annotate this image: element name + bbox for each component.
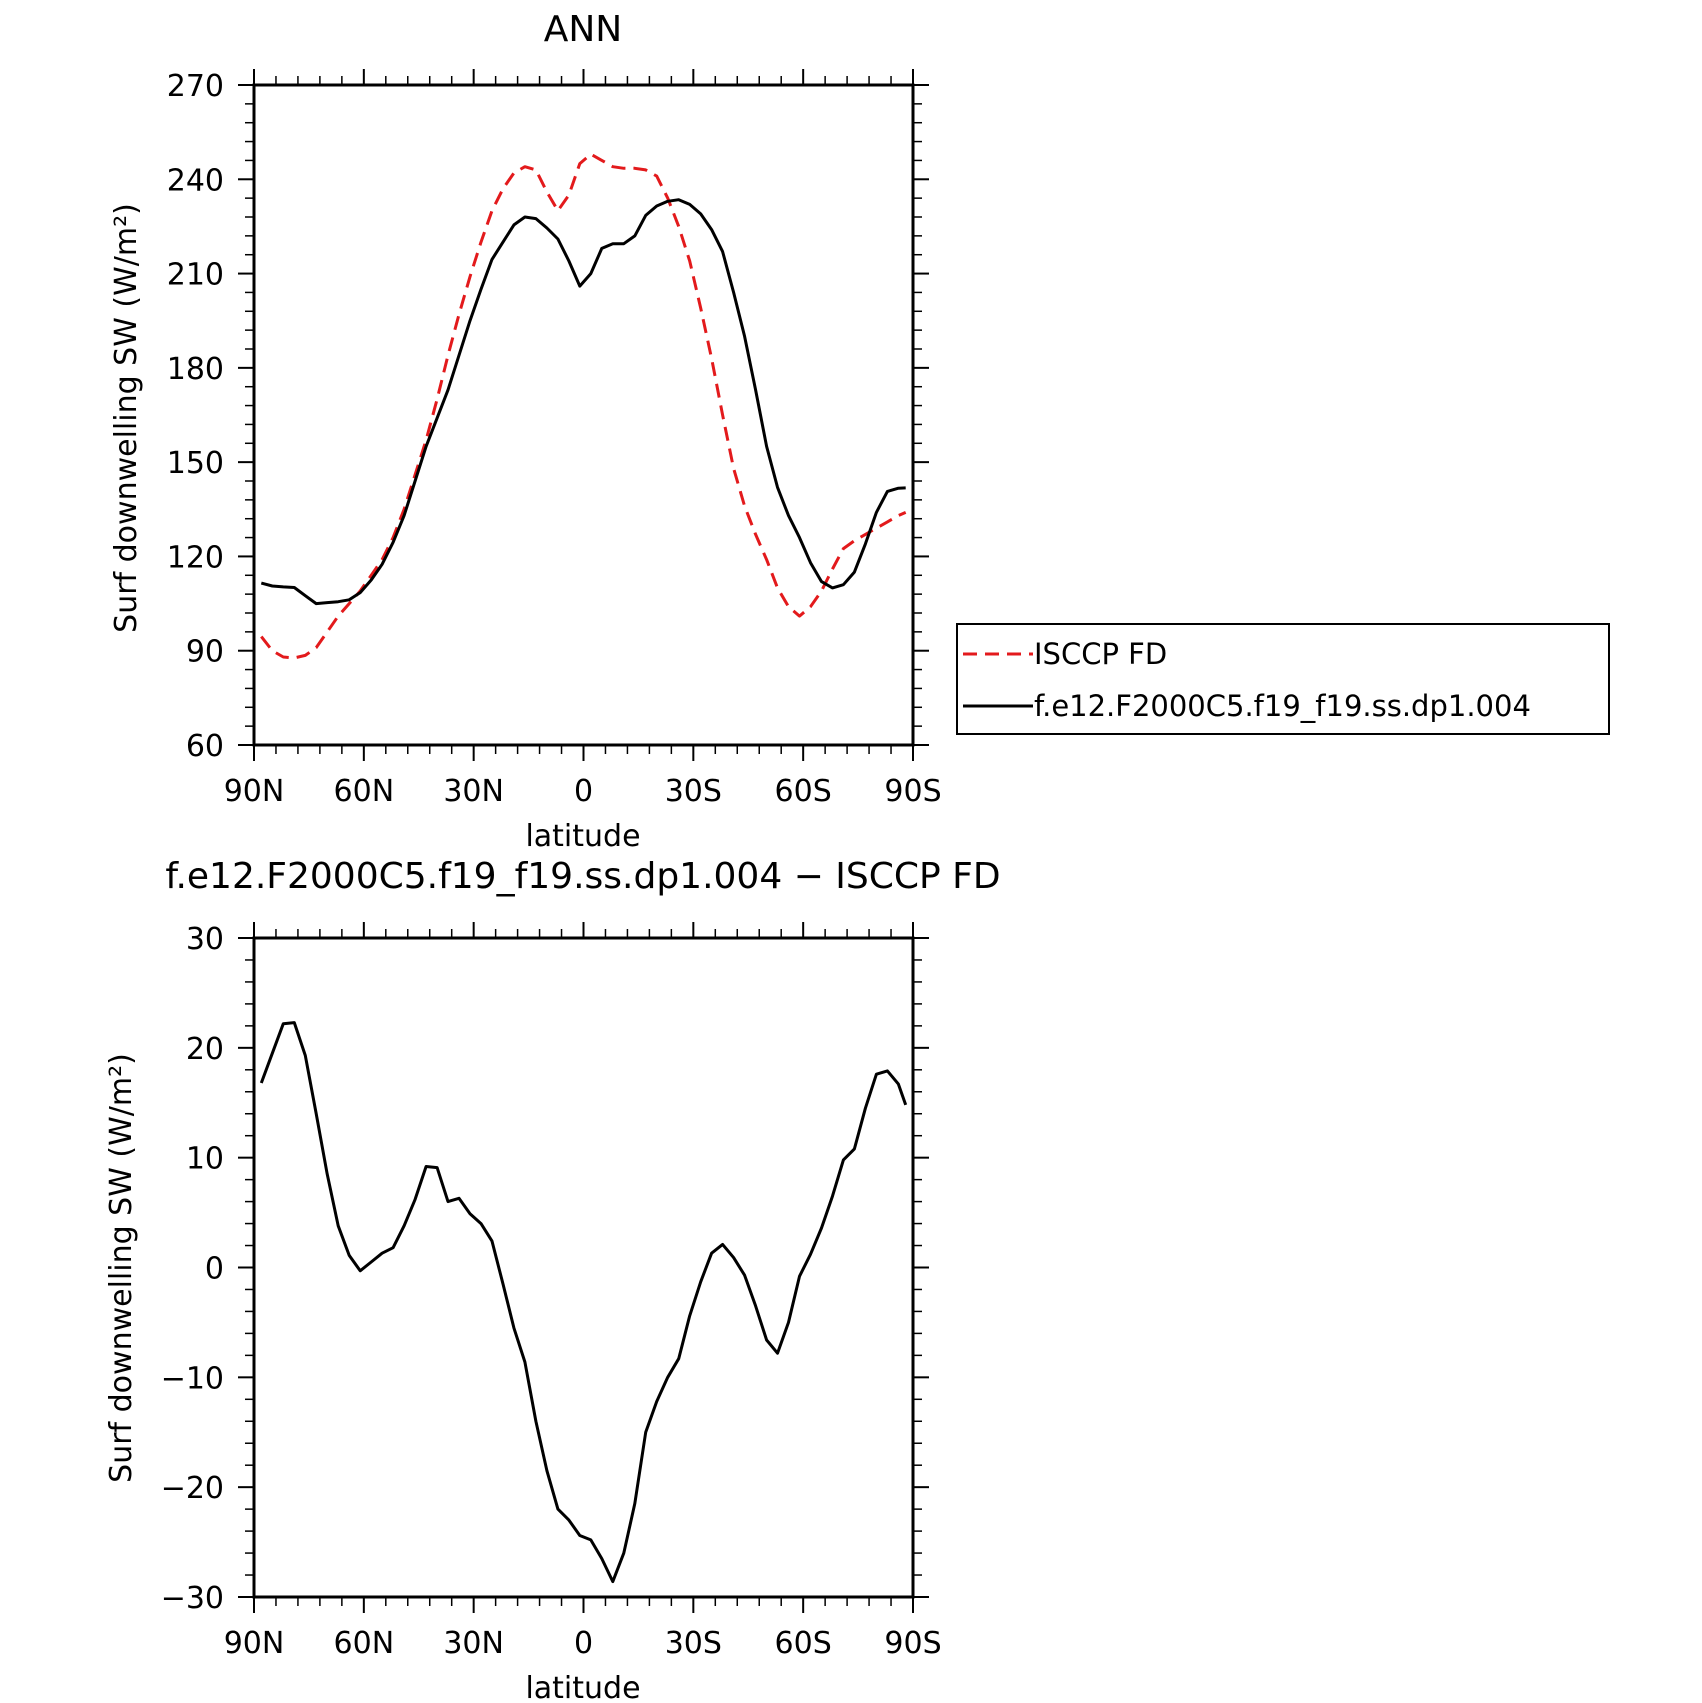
x-tick-label: 90N bbox=[224, 774, 285, 809]
x-tick-label: 30S bbox=[665, 774, 722, 809]
x-tick-label: 60N bbox=[334, 1626, 395, 1661]
y-tick-label: 90 bbox=[186, 635, 224, 670]
x-tick-label: 0 bbox=[574, 1626, 593, 1661]
bottom-panel: f.e12.F2000C5.f19_f19.ss.dp1.004 − ISCCP… bbox=[104, 856, 1001, 1703]
y-tick-label: 210 bbox=[167, 258, 224, 293]
y-tick-label: 10 bbox=[186, 1142, 224, 1177]
x-tick-label: 0 bbox=[574, 774, 593, 809]
top-plot-frame bbox=[252, 83, 915, 747]
series-line-isccp-fd bbox=[260, 152, 907, 660]
y-tick-label: 30 bbox=[186, 922, 224, 957]
legend: ISCCP FD f.e12.F2000C5.f19_f19.ss.dp1.00… bbox=[956, 623, 1610, 735]
top-x-axis-label: latitude bbox=[525, 819, 640, 854]
x-tick-label: 90S bbox=[884, 1626, 941, 1661]
y-tick-label: 0 bbox=[205, 1252, 224, 1287]
y-tick-label: 270 bbox=[167, 69, 224, 104]
bottom-plot-frame bbox=[252, 936, 915, 1599]
legend-label-isccp: ISCCP FD bbox=[1034, 637, 1167, 671]
x-tick-label: 60N bbox=[334, 774, 395, 809]
x-tick-label: 60S bbox=[775, 1626, 832, 1661]
top-plot-lines bbox=[260, 152, 907, 660]
top-y-axis-label: Surf downwelling SW (W/m²) bbox=[109, 203, 144, 633]
y-tick-label: 240 bbox=[167, 163, 224, 198]
y-tick-label: 20 bbox=[186, 1032, 224, 1067]
x-tick-label: 90N bbox=[224, 1626, 285, 1661]
bottom-y-axis-label: Surf downwelling SW (W/m²) bbox=[104, 1053, 139, 1483]
top-panel: ANN Surf downwelling SW (W/m²) latitude … bbox=[109, 9, 1610, 854]
y-tick-label: 150 bbox=[167, 446, 224, 481]
y-tick-label: 60 bbox=[186, 729, 224, 764]
bottom-chart-title: f.e12.F2000C5.f19_f19.ss.dp1.004 − ISCCP… bbox=[165, 856, 1000, 897]
bottom-axis-ticks: 90N 60N 30N 0 30S 60S 90S −30 −20 −10 0 10 20 30 bbox=[161, 922, 942, 1661]
x-tick-label: 60S bbox=[775, 774, 832, 809]
series-line-f-e12-f2000c5-f19-f19-ss-dp1-004 bbox=[260, 198, 906, 606]
x-tick-label: 30N bbox=[443, 1626, 504, 1661]
legend-box bbox=[956, 623, 1610, 735]
x-tick-label: 30S bbox=[665, 1626, 722, 1661]
y-tick-label: 120 bbox=[167, 540, 224, 575]
legend-label-model: f.e12.F2000C5.f19_f19.ss.dp1.004 bbox=[1034, 689, 1531, 723]
bottom-x-axis-label: latitude bbox=[525, 1671, 640, 1703]
top-chart-title: ANN bbox=[544, 9, 623, 50]
y-tick-label: −10 bbox=[161, 1361, 224, 1396]
series-line-difference bbox=[259, 1021, 908, 1584]
top-axis-ticks: 90N 60N 30N 0 30S 60S 90S 60 90 120 150 180 210 240 27… bbox=[167, 69, 942, 809]
y-tick-label: −30 bbox=[161, 1581, 224, 1616]
x-tick-label: 30N bbox=[443, 774, 504, 809]
y-tick-label: 180 bbox=[167, 352, 224, 387]
x-tick-label: 90S bbox=[884, 774, 941, 809]
bottom-plot-lines bbox=[259, 1021, 908, 1584]
y-tick-label: −20 bbox=[161, 1471, 224, 1506]
